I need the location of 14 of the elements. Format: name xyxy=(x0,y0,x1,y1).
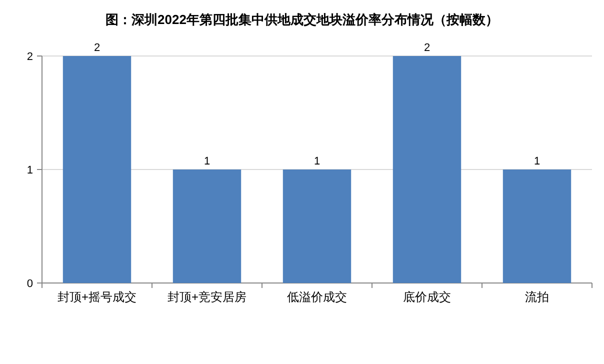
data-label: 1 xyxy=(204,156,210,168)
data-label: 2 xyxy=(424,42,430,54)
y-tick-label: 1 xyxy=(26,164,33,176)
data-label: 1 xyxy=(534,156,540,168)
y-tick-label: 2 xyxy=(26,51,33,63)
data-label: 2 xyxy=(94,42,100,54)
y-tick-label: 0 xyxy=(26,278,33,290)
x-tick-label: 封顶+摇号成交 xyxy=(57,290,137,304)
data-label: 1 xyxy=(314,156,320,168)
x-tick-label: 底价成交 xyxy=(403,290,451,304)
chart-title: 图：深圳2022年第四批集中供地成交地块溢价率分布情况（按幅数） xyxy=(106,12,498,27)
x-tick-label: 封顶+竞安居房 xyxy=(167,290,247,304)
x-tick-label: 流拍 xyxy=(525,290,549,304)
x-tick-label: 低溢价成交 xyxy=(287,290,347,304)
